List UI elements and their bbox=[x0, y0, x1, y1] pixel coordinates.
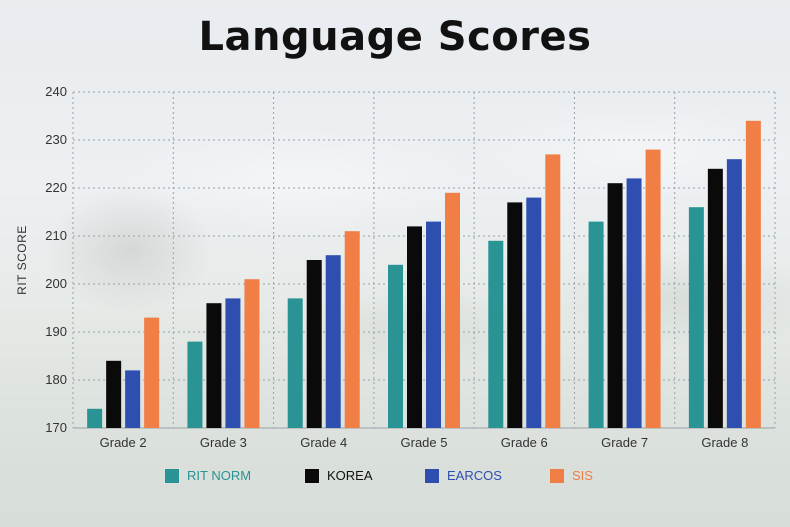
y-tick-label: 180 bbox=[45, 372, 67, 387]
bar-sis bbox=[745, 120, 761, 429]
bar-rit-norm bbox=[388, 264, 403, 428]
x-tick-label: Grade 5 bbox=[401, 435, 448, 450]
x-tick-label: Grade 6 bbox=[501, 435, 548, 450]
bar-korea bbox=[707, 168, 723, 429]
bar-sis bbox=[244, 279, 260, 428]
bar-korea bbox=[106, 360, 122, 428]
bar-korea bbox=[407, 226, 422, 428]
bar-rit-norm bbox=[187, 341, 203, 428]
bar-rit-norm bbox=[287, 298, 303, 428]
legend-label: RIT NORM bbox=[187, 468, 252, 483]
legend-item: RIT NORM bbox=[165, 468, 251, 483]
bar-earcos bbox=[225, 298, 241, 428]
bar-earcos bbox=[526, 197, 542, 428]
bar-sis bbox=[344, 231, 360, 428]
bar-earcos bbox=[626, 178, 642, 428]
legend-label: EARCOS bbox=[447, 468, 502, 483]
y-tick-label: 240 bbox=[45, 84, 67, 99]
y-tick-label: 190 bbox=[45, 324, 67, 339]
y-tick-label: 230 bbox=[45, 132, 67, 147]
bar-earcos bbox=[726, 159, 742, 428]
x-tick-label: Grade 4 bbox=[300, 435, 347, 450]
grid-lines bbox=[72, 91, 776, 429]
bar-rit-norm bbox=[488, 240, 504, 428]
bar-korea bbox=[507, 202, 523, 428]
bar-sis bbox=[545, 154, 561, 428]
legend: RIT NORM KOREA EARCOS SIS bbox=[0, 468, 790, 492]
legend-item: SIS bbox=[550, 468, 593, 483]
bar-sis bbox=[144, 317, 160, 428]
bar-korea bbox=[306, 260, 322, 428]
legend-item: EARCOS bbox=[425, 468, 502, 483]
y-tick-label: 170 bbox=[45, 420, 67, 435]
bars bbox=[87, 120, 761, 429]
legend-swatch bbox=[165, 468, 179, 483]
x-tick-label: Grade 2 bbox=[100, 435, 147, 450]
legend-label: SIS bbox=[572, 468, 593, 483]
chart-title: Language Scores bbox=[198, 14, 592, 60]
bar-rit-norm bbox=[87, 408, 103, 428]
legend-swatch bbox=[425, 468, 439, 483]
legend-swatch bbox=[550, 468, 564, 483]
bar-sis bbox=[445, 192, 460, 428]
legend-item: KOREA bbox=[305, 468, 373, 483]
x-tick-label: Grade 7 bbox=[601, 435, 648, 450]
y-tick-label: 210 bbox=[45, 228, 67, 243]
legend-swatch bbox=[305, 468, 319, 483]
y-tick-labels: 170 180 190 200 210 220 230 240 bbox=[45, 84, 67, 435]
y-axis-label: RIT SCORE bbox=[15, 225, 29, 295]
bar-rit-norm bbox=[588, 221, 604, 428]
legend-label: KOREA bbox=[327, 468, 373, 483]
bar-earcos bbox=[125, 370, 141, 428]
y-tick-label: 220 bbox=[45, 180, 67, 195]
bar-sis bbox=[645, 149, 661, 428]
x-tick-labels: Grade 2 Grade 3 Grade 4 Grade 5 Grade 6 Grade… bbox=[100, 435, 749, 450]
bar-korea bbox=[206, 303, 222, 428]
bar-earcos bbox=[426, 221, 441, 428]
bar-earcos bbox=[325, 255, 341, 428]
bar-korea bbox=[607, 183, 623, 428]
y-tick-label: 200 bbox=[45, 276, 67, 291]
bar-rit-norm bbox=[688, 207, 704, 428]
x-tick-label: Grade 3 bbox=[200, 435, 247, 450]
x-tick-label: Grade 8 bbox=[701, 435, 748, 450]
